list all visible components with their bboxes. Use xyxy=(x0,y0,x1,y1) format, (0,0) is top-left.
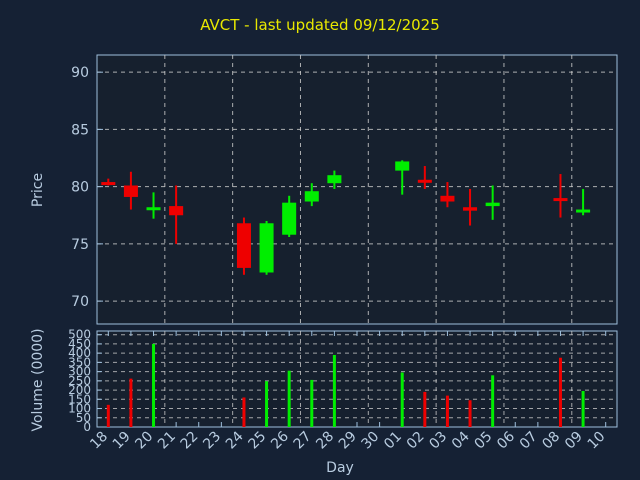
candle-body xyxy=(463,207,478,211)
candlestick xyxy=(169,185,184,244)
candle-body xyxy=(553,198,568,202)
volume-tick-label: 500 xyxy=(68,328,91,342)
volume-tick-label: 450 xyxy=(68,337,91,351)
candle-body xyxy=(417,179,432,183)
candlestick xyxy=(576,188,591,216)
candlestick xyxy=(395,160,410,195)
volume-tick-label: 50 xyxy=(76,411,91,425)
price-panel: 70 75 80 85 90 xyxy=(71,54,618,325)
candlestick xyxy=(327,170,342,189)
candle-body xyxy=(440,195,455,202)
volume-tick-label: 250 xyxy=(68,374,91,388)
chart-title: AVCT - last updated 09/12/2025 xyxy=(200,16,440,34)
candle-body xyxy=(146,207,161,211)
price-plot-area xyxy=(96,54,618,325)
volume-tick-label: 200 xyxy=(68,383,91,397)
price-tick-label: 90 xyxy=(71,65,89,81)
candle-body xyxy=(485,202,500,207)
candlestick xyxy=(304,183,319,207)
candlestick xyxy=(282,195,297,238)
candlestick xyxy=(553,174,568,218)
price-tick-label: 80 xyxy=(71,180,89,196)
candlestick-series xyxy=(101,160,591,275)
candlestick xyxy=(123,171,138,210)
candlestick xyxy=(463,188,478,226)
candle-body xyxy=(282,202,297,235)
candle-body xyxy=(327,175,342,184)
candlestick xyxy=(417,166,432,189)
volume-tick-label: 100 xyxy=(68,402,91,416)
candlestick xyxy=(440,182,455,208)
volume-tick-label: 300 xyxy=(68,365,91,379)
candle-body xyxy=(304,191,319,202)
volume-tick-label: 400 xyxy=(68,346,91,360)
price-tick-label: 75 xyxy=(71,237,89,253)
candlestick xyxy=(101,178,116,186)
volume-tick-label: 150 xyxy=(68,392,91,406)
candlestick xyxy=(236,217,251,275)
candlestick xyxy=(259,220,274,275)
volume-tick-label: 350 xyxy=(68,355,91,369)
candlestick xyxy=(485,185,500,220)
volume-axis-label: Volume (0000) xyxy=(30,328,46,431)
volume-plot-area xyxy=(96,330,618,428)
candlestick xyxy=(146,192,161,219)
candle-body xyxy=(169,206,184,216)
price-tick-label: 70 xyxy=(71,294,89,310)
candle-body xyxy=(259,223,274,273)
candle-body xyxy=(236,223,251,268)
x-axis-label: Day xyxy=(326,460,354,476)
x-axis-labels: 1819202122232425262728293001020304050607… xyxy=(87,428,608,452)
candle-body xyxy=(123,185,138,197)
candle-body xyxy=(101,182,116,186)
volume-tick-label: 0 xyxy=(83,420,91,434)
candle-body xyxy=(395,161,410,171)
price-tick-label: 85 xyxy=(71,122,89,138)
candle-body xyxy=(576,209,591,213)
y-axis-label: Price xyxy=(30,173,46,207)
volume-series xyxy=(106,343,585,427)
